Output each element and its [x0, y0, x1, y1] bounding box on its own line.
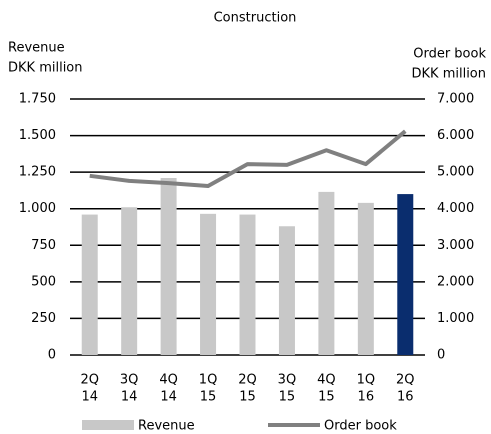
x-tick-label: 2Q	[238, 373, 257, 388]
bar	[397, 194, 414, 355]
x-tick-label: 16	[358, 390, 375, 405]
y-tick-label: 0	[48, 348, 56, 363]
y-tick-label: 1.500	[19, 128, 56, 143]
x-tick-label: 3Q	[120, 373, 139, 388]
y2-axis-label: Order book	[413, 47, 486, 62]
y2-tick-label: 5.000	[437, 165, 474, 180]
y-tick-label: 1.000	[19, 201, 56, 216]
bar	[278, 226, 295, 355]
y2-tick-label: 0	[437, 348, 445, 363]
bar	[239, 214, 256, 355]
bar	[357, 202, 374, 355]
x-tick-label: 4Q	[159, 373, 178, 388]
bar	[121, 207, 138, 355]
x-tick-label: 1Q	[199, 373, 218, 388]
bar	[81, 214, 98, 355]
x-tick-label: 14	[81, 390, 98, 405]
y-axis-label: Revenue	[8, 41, 65, 56]
y2-axis-label: DKK million	[412, 67, 487, 82]
x-tick-label: 2Q	[396, 373, 415, 388]
x-tick-label: 16	[397, 390, 414, 405]
bar	[318, 191, 335, 355]
y-tick-label: 1.250	[19, 165, 56, 180]
x-tick-label: 14	[121, 390, 138, 405]
bar	[200, 213, 217, 355]
legend-label: Order book	[324, 419, 397, 434]
x-tick-label: 1Q	[357, 373, 376, 388]
y-tick-label: 250	[31, 311, 56, 326]
x-tick-label: 15	[239, 390, 256, 405]
bar	[160, 177, 177, 355]
y-tick-label: 1.750	[19, 92, 56, 107]
y2-tick-label: 3.000	[437, 238, 474, 253]
x-tick-label: 15	[279, 390, 296, 405]
y-tick-label: 500	[31, 274, 56, 289]
line	[89, 129, 407, 189]
y2-tick-label: 4.000	[437, 201, 474, 216]
x-tick-label: 2Q	[80, 373, 99, 388]
y-tick-label: 750	[31, 238, 56, 253]
y2-tick-label: 6.000	[437, 128, 474, 143]
x-tick-label: 15	[318, 390, 335, 405]
y2-tick-label: 1.000	[437, 311, 474, 326]
x-tick-label: 4Q	[317, 373, 336, 388]
chart-title: Construction	[214, 11, 297, 26]
legend-swatch	[82, 420, 134, 430]
legend-label: Revenue	[138, 419, 195, 434]
x-tick-label: 15	[200, 390, 217, 405]
y2-tick-label: 7.000	[437, 92, 474, 107]
y-axis-label: DKK million	[8, 61, 83, 76]
x-tick-label: 3Q	[278, 373, 297, 388]
y2-tick-label: 2.000	[437, 274, 474, 289]
x-tick-label: 14	[160, 390, 177, 405]
